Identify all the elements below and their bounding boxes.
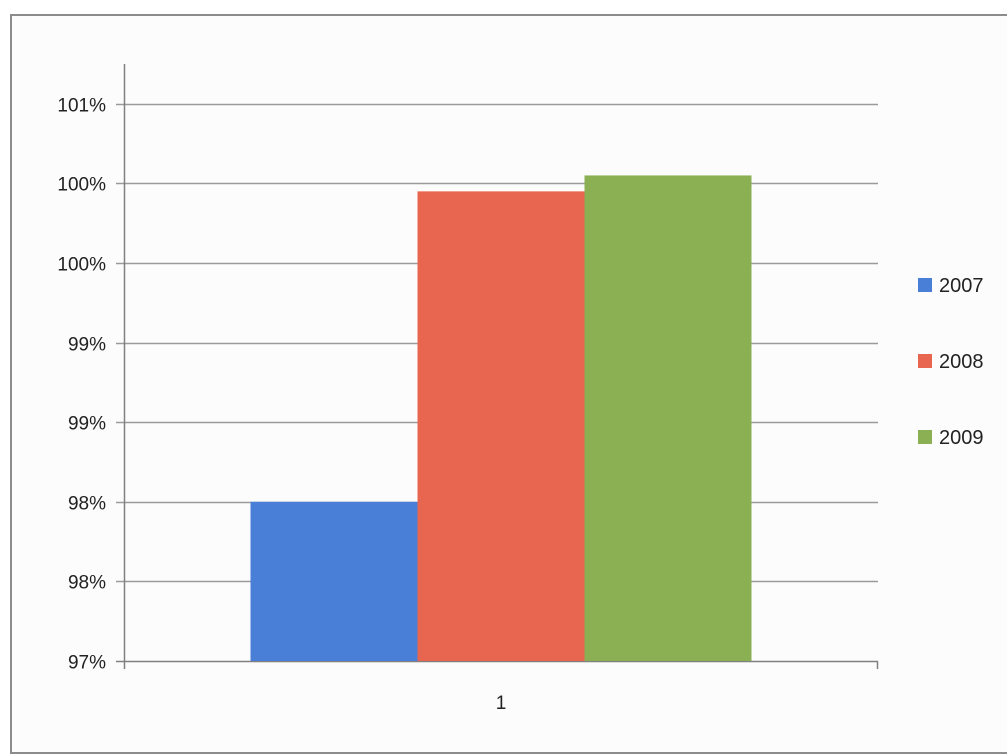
y-tick-label: 98% xyxy=(68,494,106,515)
legend-swatch-2009 xyxy=(918,430,932,444)
bar-2009 xyxy=(584,175,752,661)
y-tick-label: 99% xyxy=(68,335,106,356)
legend: 2007 2008 2009 xyxy=(918,275,984,449)
y-tick-label: 99% xyxy=(68,414,106,435)
bars xyxy=(250,175,752,662)
bar-2008 xyxy=(417,191,585,662)
axes: 97% 98% 98% 99% 99% 100% 100% 101% 1 xyxy=(57,64,879,714)
legend-label-2008: 2008 xyxy=(939,351,984,373)
legend-swatch-2008 xyxy=(918,354,932,368)
y-tick-label: 100% xyxy=(57,175,106,196)
bar-2007 xyxy=(250,501,418,661)
y-tick-label: 97% xyxy=(68,653,106,674)
y-tick-label: 101% xyxy=(57,96,106,117)
legend-label-2007: 2007 xyxy=(939,275,984,297)
y-tick-label: 98% xyxy=(68,573,106,594)
x-tick-label: 1 xyxy=(496,693,507,714)
y-tick-label: 100% xyxy=(57,255,106,276)
legend-label-2009: 2009 xyxy=(939,427,984,449)
legend-swatch-2007 xyxy=(918,278,932,292)
